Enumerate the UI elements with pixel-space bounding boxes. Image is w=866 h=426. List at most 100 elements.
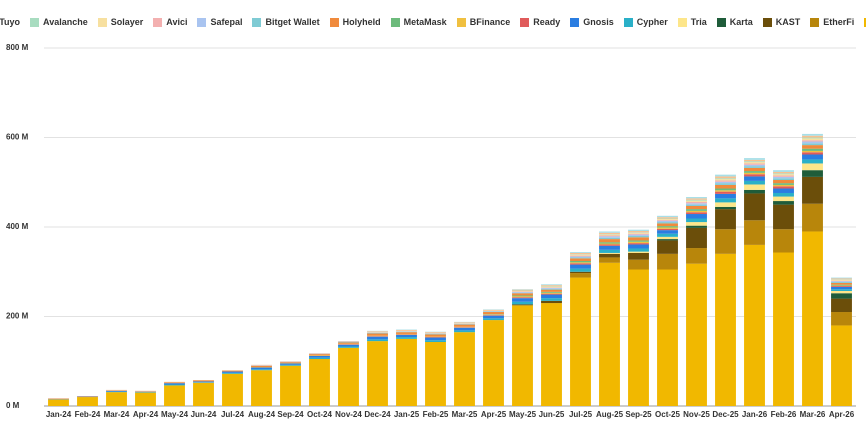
bar-segment — [309, 357, 330, 360]
legend-swatch — [153, 17, 163, 27]
x-tick-label: Jan-26 — [742, 410, 768, 419]
x-tick-label: Nov-25 — [683, 410, 710, 419]
bar-segment — [715, 184, 736, 189]
bar-segment — [773, 252, 794, 406]
bar-segment — [541, 300, 562, 304]
bar-segment — [686, 197, 707, 199]
bar-segment — [657, 219, 678, 221]
legend-item: Tuyo — [0, 17, 20, 27]
x-tick-label: Apr-24 — [133, 410, 159, 419]
bar-segment — [657, 223, 678, 227]
bar-segment — [541, 284, 562, 286]
y-tick-label: 600 M — [6, 133, 29, 142]
legend-swatch — [520, 17, 530, 27]
bar-segment — [396, 334, 417, 338]
bar-segment — [512, 293, 533, 296]
bar-segment — [367, 333, 388, 336]
bar-segment — [541, 291, 562, 293]
bar-segment — [280, 363, 301, 365]
bar-segment — [686, 201, 707, 204]
bar-segment — [425, 340, 446, 343]
bar-segment — [541, 292, 562, 294]
bar-segment — [512, 301, 533, 305]
bar-segment — [802, 203, 823, 232]
bar-segment — [686, 199, 707, 201]
bar-segment — [483, 309, 504, 311]
bar-segment — [744, 172, 765, 175]
bar-segment — [599, 236, 620, 238]
x-tick-label: Aug-24 — [248, 410, 276, 419]
bar-segment — [686, 198, 707, 200]
bar-segment — [570, 254, 591, 256]
bar-segment — [48, 399, 69, 406]
x-tick-label: Apr-25 — [481, 410, 507, 419]
bar-segment — [512, 305, 533, 406]
bar-segment — [367, 339, 388, 342]
bar-segment — [802, 143, 823, 146]
bar-segment — [744, 159, 765, 162]
legend-label: Karta — [729, 17, 753, 27]
legend-label: EtherFi — [823, 17, 855, 27]
bar-segment — [657, 222, 678, 224]
bar-segment — [396, 329, 417, 331]
legend-item: Karta — [716, 17, 753, 27]
bar-segment — [802, 133, 823, 136]
bar-segment — [599, 237, 620, 240]
bar-segment — [831, 279, 852, 281]
bar-segment — [657, 220, 678, 223]
bar-segment — [657, 226, 678, 228]
x-tick-label: Jul-25 — [569, 410, 593, 419]
bar-segment — [773, 176, 794, 179]
legend-label: Bitget Wallet — [265, 17, 320, 27]
y-tick-label: 800 M — [6, 43, 29, 52]
legend-label: BFinance — [469, 17, 511, 27]
x-tick-label: Feb-25 — [423, 410, 449, 419]
bar-segment — [715, 202, 736, 207]
legend-label: Ready — [533, 17, 561, 27]
x-tick-label: Apr-26 — [829, 410, 855, 419]
bar-segment — [628, 229, 649, 232]
legend-label: Solayer — [110, 17, 144, 27]
bar-segment — [628, 232, 649, 234]
bar-segment — [570, 264, 591, 269]
legend-label: Tria — [690, 17, 707, 27]
bar-segment — [599, 252, 620, 254]
x-tick-label: Jun-25 — [539, 410, 565, 419]
bar-segment — [802, 152, 823, 155]
legend-item: Avalanche — [30, 17, 88, 27]
bar-segment — [657, 253, 678, 270]
bar-segment — [454, 332, 475, 406]
bar-segment — [541, 288, 562, 290]
bar-segment — [657, 236, 678, 240]
legend-item: EtherFi — [810, 17, 854, 27]
bar-segment — [715, 180, 736, 182]
bar-segment — [831, 286, 852, 287]
legend-swatch — [810, 17, 820, 27]
bar-segment — [802, 163, 823, 171]
bar-segment — [512, 289, 533, 291]
x-tick-label: Jan-24 — [46, 410, 72, 419]
bar-segment — [193, 381, 214, 383]
legend-label: Holyheld — [342, 17, 381, 27]
bar-segment — [744, 220, 765, 245]
x-tick-label: May-25 — [509, 410, 537, 419]
legend-swatch — [390, 17, 400, 27]
bar-segment — [599, 234, 620, 236]
y-tick-label: 200 M — [6, 312, 29, 321]
legend-label: Safepal — [210, 17, 243, 27]
bar-segment — [773, 170, 794, 172]
bar-segment — [657, 218, 678, 220]
bar-segment — [686, 212, 707, 215]
bar-segment — [599, 239, 620, 243]
bar-segment — [715, 181, 736, 184]
bar-segment — [628, 240, 649, 242]
bar-segment — [628, 231, 649, 233]
legend-item: MetaMask — [390, 17, 447, 27]
bar-segment — [251, 365, 272, 368]
legend-label: KAST — [775, 17, 801, 27]
legend-item: KAST — [762, 17, 801, 27]
bar-segment — [367, 331, 388, 333]
legend-swatch — [252, 17, 262, 27]
bar-segment — [686, 248, 707, 264]
